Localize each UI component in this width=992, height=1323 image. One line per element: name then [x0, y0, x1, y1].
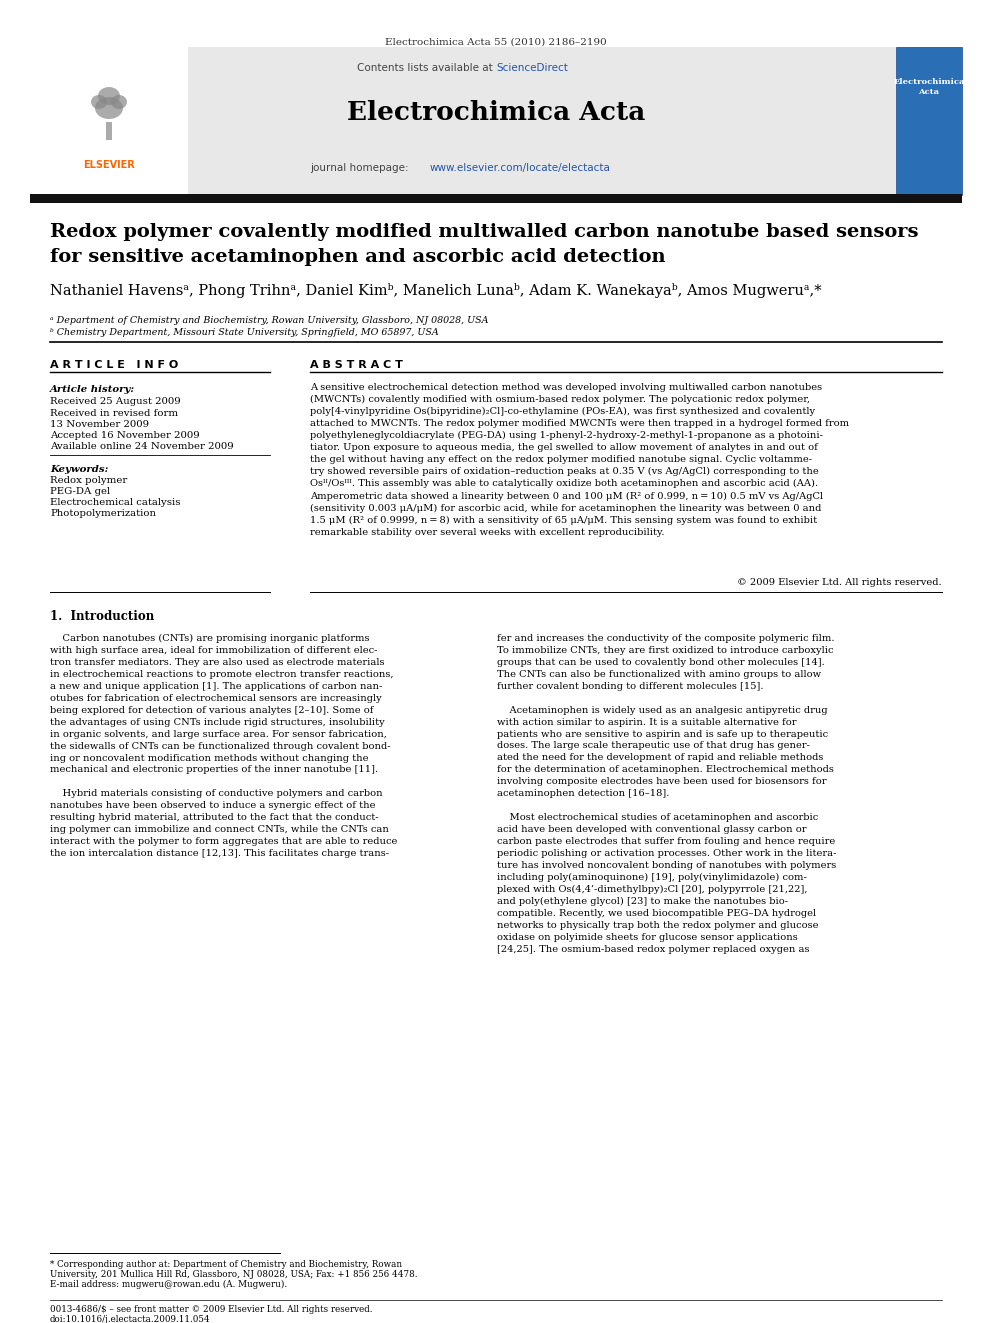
Text: Article history:: Article history:	[50, 385, 135, 394]
Text: 1.  Introduction: 1. Introduction	[50, 610, 154, 623]
Text: * Corresponding author at: Department of Chemistry and Biochemistry, Rowan: * Corresponding author at: Department of…	[50, 1259, 402, 1269]
Text: ᵃ Department of Chemistry and Biochemistry, Rowan University, Glassboro, NJ 0802: ᵃ Department of Chemistry and Biochemist…	[50, 316, 488, 325]
Text: 13 November 2009: 13 November 2009	[50, 419, 149, 429]
Text: Photopolymerization: Photopolymerization	[50, 509, 156, 519]
Text: Redox polymer covalently modified multiwalled carbon nanotube based sensors: Redox polymer covalently modified multiw…	[50, 224, 919, 241]
Bar	[30, 194, 962, 202]
Text: for sensitive acetaminophen and ascorbic acid detection: for sensitive acetaminophen and ascorbic…	[50, 247, 666, 266]
Text: Received 25 August 2009: Received 25 August 2009	[50, 397, 181, 406]
Text: A sensitive electrochemical detection method was developed involving multiwalled: A sensitive electrochemical detection me…	[310, 382, 849, 537]
Text: E-mail address: mugweru@rowan.edu (A. Mugweru).: E-mail address: mugweru@rowan.edu (A. Mu…	[50, 1279, 287, 1289]
Bar	[106, 122, 112, 140]
Text: © 2009 Elsevier Ltd. All rights reserved.: © 2009 Elsevier Ltd. All rights reserved…	[737, 578, 942, 587]
Text: Contents lists available at: Contents lists available at	[357, 64, 496, 73]
Text: A B S T R A C T: A B S T R A C T	[310, 360, 403, 370]
Text: Carbon nanotubes (CNTs) are promising inorganic platforms
with high surface area: Carbon nanotubes (CNTs) are promising in…	[50, 634, 398, 859]
Ellipse shape	[95, 97, 123, 119]
Text: Electrochimica Acta: Electrochimica Acta	[347, 101, 645, 124]
Text: fer and increases the conductivity of the composite polymeric film.
To immobiliz: fer and increases the conductivity of th…	[497, 634, 836, 954]
Ellipse shape	[98, 87, 120, 105]
Text: University, 201 Mullica Hill Rd, Glassboro, NJ 08028, USA; Fax: +1 856 256 4478.: University, 201 Mullica Hill Rd, Glassbo…	[50, 1270, 418, 1279]
Text: 0013-4686/$ – see front matter © 2009 Elsevier Ltd. All rights reserved.: 0013-4686/$ – see front matter © 2009 El…	[50, 1304, 373, 1314]
Text: Nathaniel Havensᵃ, Phong Trihnᵃ, Daniel Kimᵇ, Manelich Lunaᵇ, Adam K. Wanekayaᵇ,: Nathaniel Havensᵃ, Phong Trihnᵃ, Daniel …	[50, 283, 821, 298]
Text: Available online 24 November 2009: Available online 24 November 2009	[50, 442, 234, 451]
Text: Redox polymer: Redox polymer	[50, 476, 127, 486]
Text: www.elsevier.com/locate/electacta: www.elsevier.com/locate/electacta	[430, 163, 611, 173]
Ellipse shape	[91, 95, 107, 108]
Text: doi:10.1016/j.electacta.2009.11.054: doi:10.1016/j.electacta.2009.11.054	[50, 1315, 210, 1323]
Bar	[30, 48, 962, 194]
Text: ScienceDirect: ScienceDirect	[496, 64, 567, 73]
Text: Keywords:: Keywords:	[50, 464, 108, 474]
Text: Electrochemical catalysis: Electrochemical catalysis	[50, 497, 181, 507]
Ellipse shape	[111, 95, 127, 108]
Text: ELSEVIER: ELSEVIER	[83, 160, 135, 169]
Text: A R T I C L E   I N F O: A R T I C L E I N F O	[50, 360, 179, 370]
Text: journal homepage:: journal homepage:	[310, 163, 412, 173]
Text: Received in revised form: Received in revised form	[50, 409, 179, 418]
Text: ᵇ Chemistry Department, Missouri State University, Springfield, MO 65897, USA: ᵇ Chemistry Department, Missouri State U…	[50, 328, 438, 337]
Bar	[896, 48, 962, 194]
Text: PEG-DA gel: PEG-DA gel	[50, 487, 110, 496]
Text: Electrochimica
Acta: Electrochimica Acta	[893, 78, 965, 95]
Text: Accepted 16 November 2009: Accepted 16 November 2009	[50, 431, 199, 441]
Text: Electrochimica Acta 55 (2010) 2186–2190: Electrochimica Acta 55 (2010) 2186–2190	[385, 38, 607, 48]
Bar	[30, 48, 188, 194]
